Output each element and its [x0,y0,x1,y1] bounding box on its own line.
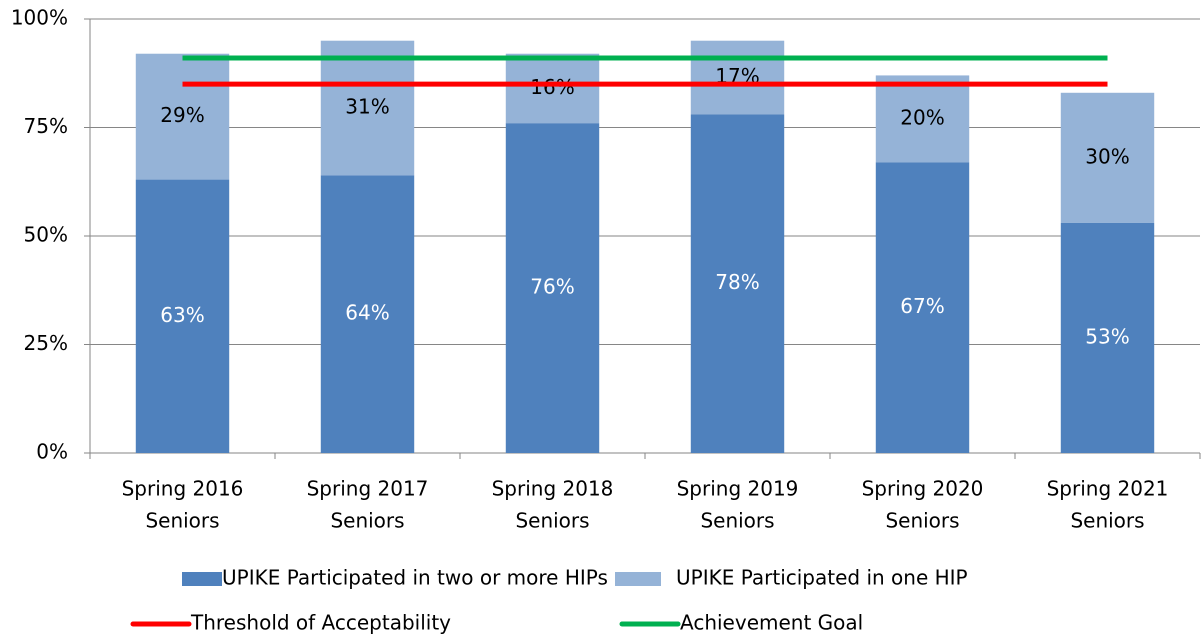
y-tick-label: 100% [11,6,68,30]
x-tick-label: Spring 2017 [307,477,429,501]
bar-segment [690,40,785,115]
bar-segment [135,53,230,180]
data-label: 16% [530,75,574,99]
y-tick-label: 0% [36,440,68,464]
x-tick-label: Spring 2020 [862,477,984,501]
x-tick-label: Seniors [885,509,959,533]
legend-swatch [182,572,222,586]
x-tick-label: Seniors [700,509,774,533]
legend-label: UPIKE Participated in one HIP [676,566,968,590]
y-tick-label: 75% [24,114,68,138]
bar-segment [505,53,600,124]
bar-segment [875,162,970,453]
x-tick-label: Seniors [515,509,589,533]
legend-label: Achievement Goal [680,611,863,635]
x-tick-label: Spring 2016 [122,477,244,501]
data-label: 30% [1085,144,1129,168]
y-tick-label: 50% [24,223,68,247]
bar-segment [875,75,970,163]
data-label: 53% [1085,324,1129,348]
legend-label: Threshold of Acceptability [190,611,451,635]
data-label: 20% [900,105,944,129]
data-label: 64% [345,301,389,325]
bar-segment [320,40,415,176]
legend-label: UPIKE Participated in two or more HIPs [222,566,608,590]
bar-segment [505,123,600,453]
data-label: 67% [900,294,944,318]
bar-segment [135,179,230,453]
bar-segment [1060,222,1155,453]
bar-segment [690,114,785,453]
data-label: 78% [715,270,759,294]
x-tick-label: Seniors [330,509,404,533]
bar-segment [1060,92,1155,223]
x-tick-label: Seniors [1070,509,1144,533]
y-tick-label: 25% [24,331,68,355]
x-tick-label: Spring 2021 [1047,477,1169,501]
data-label: 29% [160,103,204,127]
data-label: 31% [345,94,389,118]
bar-segment [320,175,415,454]
data-label: 76% [530,275,574,299]
legend-swatch [615,572,661,586]
x-tick-label: Spring 2018 [492,477,614,501]
x-tick-label: Spring 2019 [677,477,799,501]
x-tick-label: Seniors [145,509,219,533]
data-label: 63% [160,303,204,327]
